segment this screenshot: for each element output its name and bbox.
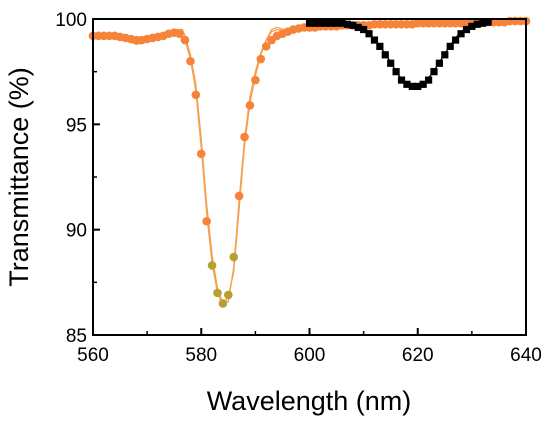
data-point-square	[424, 76, 433, 84]
data-point-square	[349, 21, 357, 29]
data-point-square	[452, 36, 460, 44]
data-point-square	[462, 25, 471, 34]
ticks: 560 580 600 620 640 85 90 95 100	[55, 10, 542, 366]
data-point-square	[473, 20, 481, 28]
fit-line-2	[92, 19, 527, 305]
data-point-circle	[245, 101, 255, 110]
data-point-circle	[180, 35, 190, 45]
data-point-square	[468, 22, 476, 30]
data-point-square	[376, 42, 384, 50]
data-point-square	[392, 68, 400, 76]
y-tick-label: 95	[66, 115, 87, 136]
axes	[92, 18, 527, 336]
data-point-circle	[261, 42, 271, 51]
y-axis-label: Transmittance (%)	[4, 67, 34, 287]
data-point-square	[457, 30, 465, 38]
data-point-circle	[213, 288, 222, 298]
data-point-circle	[175, 29, 184, 39]
data-point-square	[430, 68, 438, 76]
x-tick-label: 560	[77, 345, 109, 366]
data-point-square	[332, 19, 341, 27]
x-tick-label: 620	[402, 345, 434, 366]
fit-lines	[92, 19, 527, 307]
data-point-circle	[251, 75, 260, 85]
data-point-circle	[191, 90, 201, 100]
data-point-circle	[186, 56, 195, 66]
data-point-circle	[207, 261, 217, 270]
y-tick-label: 100	[55, 10, 87, 31]
data-point-square	[387, 59, 395, 67]
data-point-square	[446, 42, 454, 50]
y-tick-label: 90	[66, 221, 87, 242]
y-tick-label: 85	[66, 326, 87, 347]
x-tick-label: 640	[510, 345, 542, 366]
data-point-circle	[224, 290, 233, 300]
plot-frame	[92, 18, 527, 336]
data-point-square	[354, 23, 362, 32]
data-point-square	[397, 76, 406, 84]
data-point-square	[484, 18, 492, 26]
data-point-square	[408, 82, 416, 91]
data-point-square	[414, 82, 422, 91]
data-point-square	[311, 19, 319, 27]
data-point-circle	[229, 252, 239, 262]
data-point-square	[370, 36, 379, 44]
data-point-square	[479, 19, 487, 27]
data-point-square	[365, 30, 373, 38]
data-point-square	[316, 19, 324, 27]
data-point-circle	[196, 149, 206, 159]
data-point-square	[327, 19, 335, 27]
data-points	[88, 16, 531, 308]
data-point-square	[322, 19, 330, 27]
x-tick-label: 580	[185, 345, 217, 366]
data-point-square	[419, 80, 427, 88]
x-axis-label: Wavelength (nm)	[207, 386, 412, 416]
data-point-square	[343, 20, 351, 28]
data-point-circle	[240, 132, 249, 142]
x-tick-label: 600	[294, 345, 326, 366]
data-point-square	[338, 19, 346, 27]
fit-line-1	[92, 20, 527, 307]
data-point-square	[360, 25, 368, 34]
data-point-circle	[234, 191, 244, 201]
data-point-square	[305, 19, 314, 27]
data-point-circle	[218, 299, 228, 308]
data-point-square	[441, 51, 449, 59]
data-point-circle	[256, 54, 266, 64]
data-point-square	[435, 59, 443, 67]
data-point-square	[403, 80, 411, 88]
data-point-circle	[202, 216, 211, 226]
data-point-square	[381, 51, 389, 59]
